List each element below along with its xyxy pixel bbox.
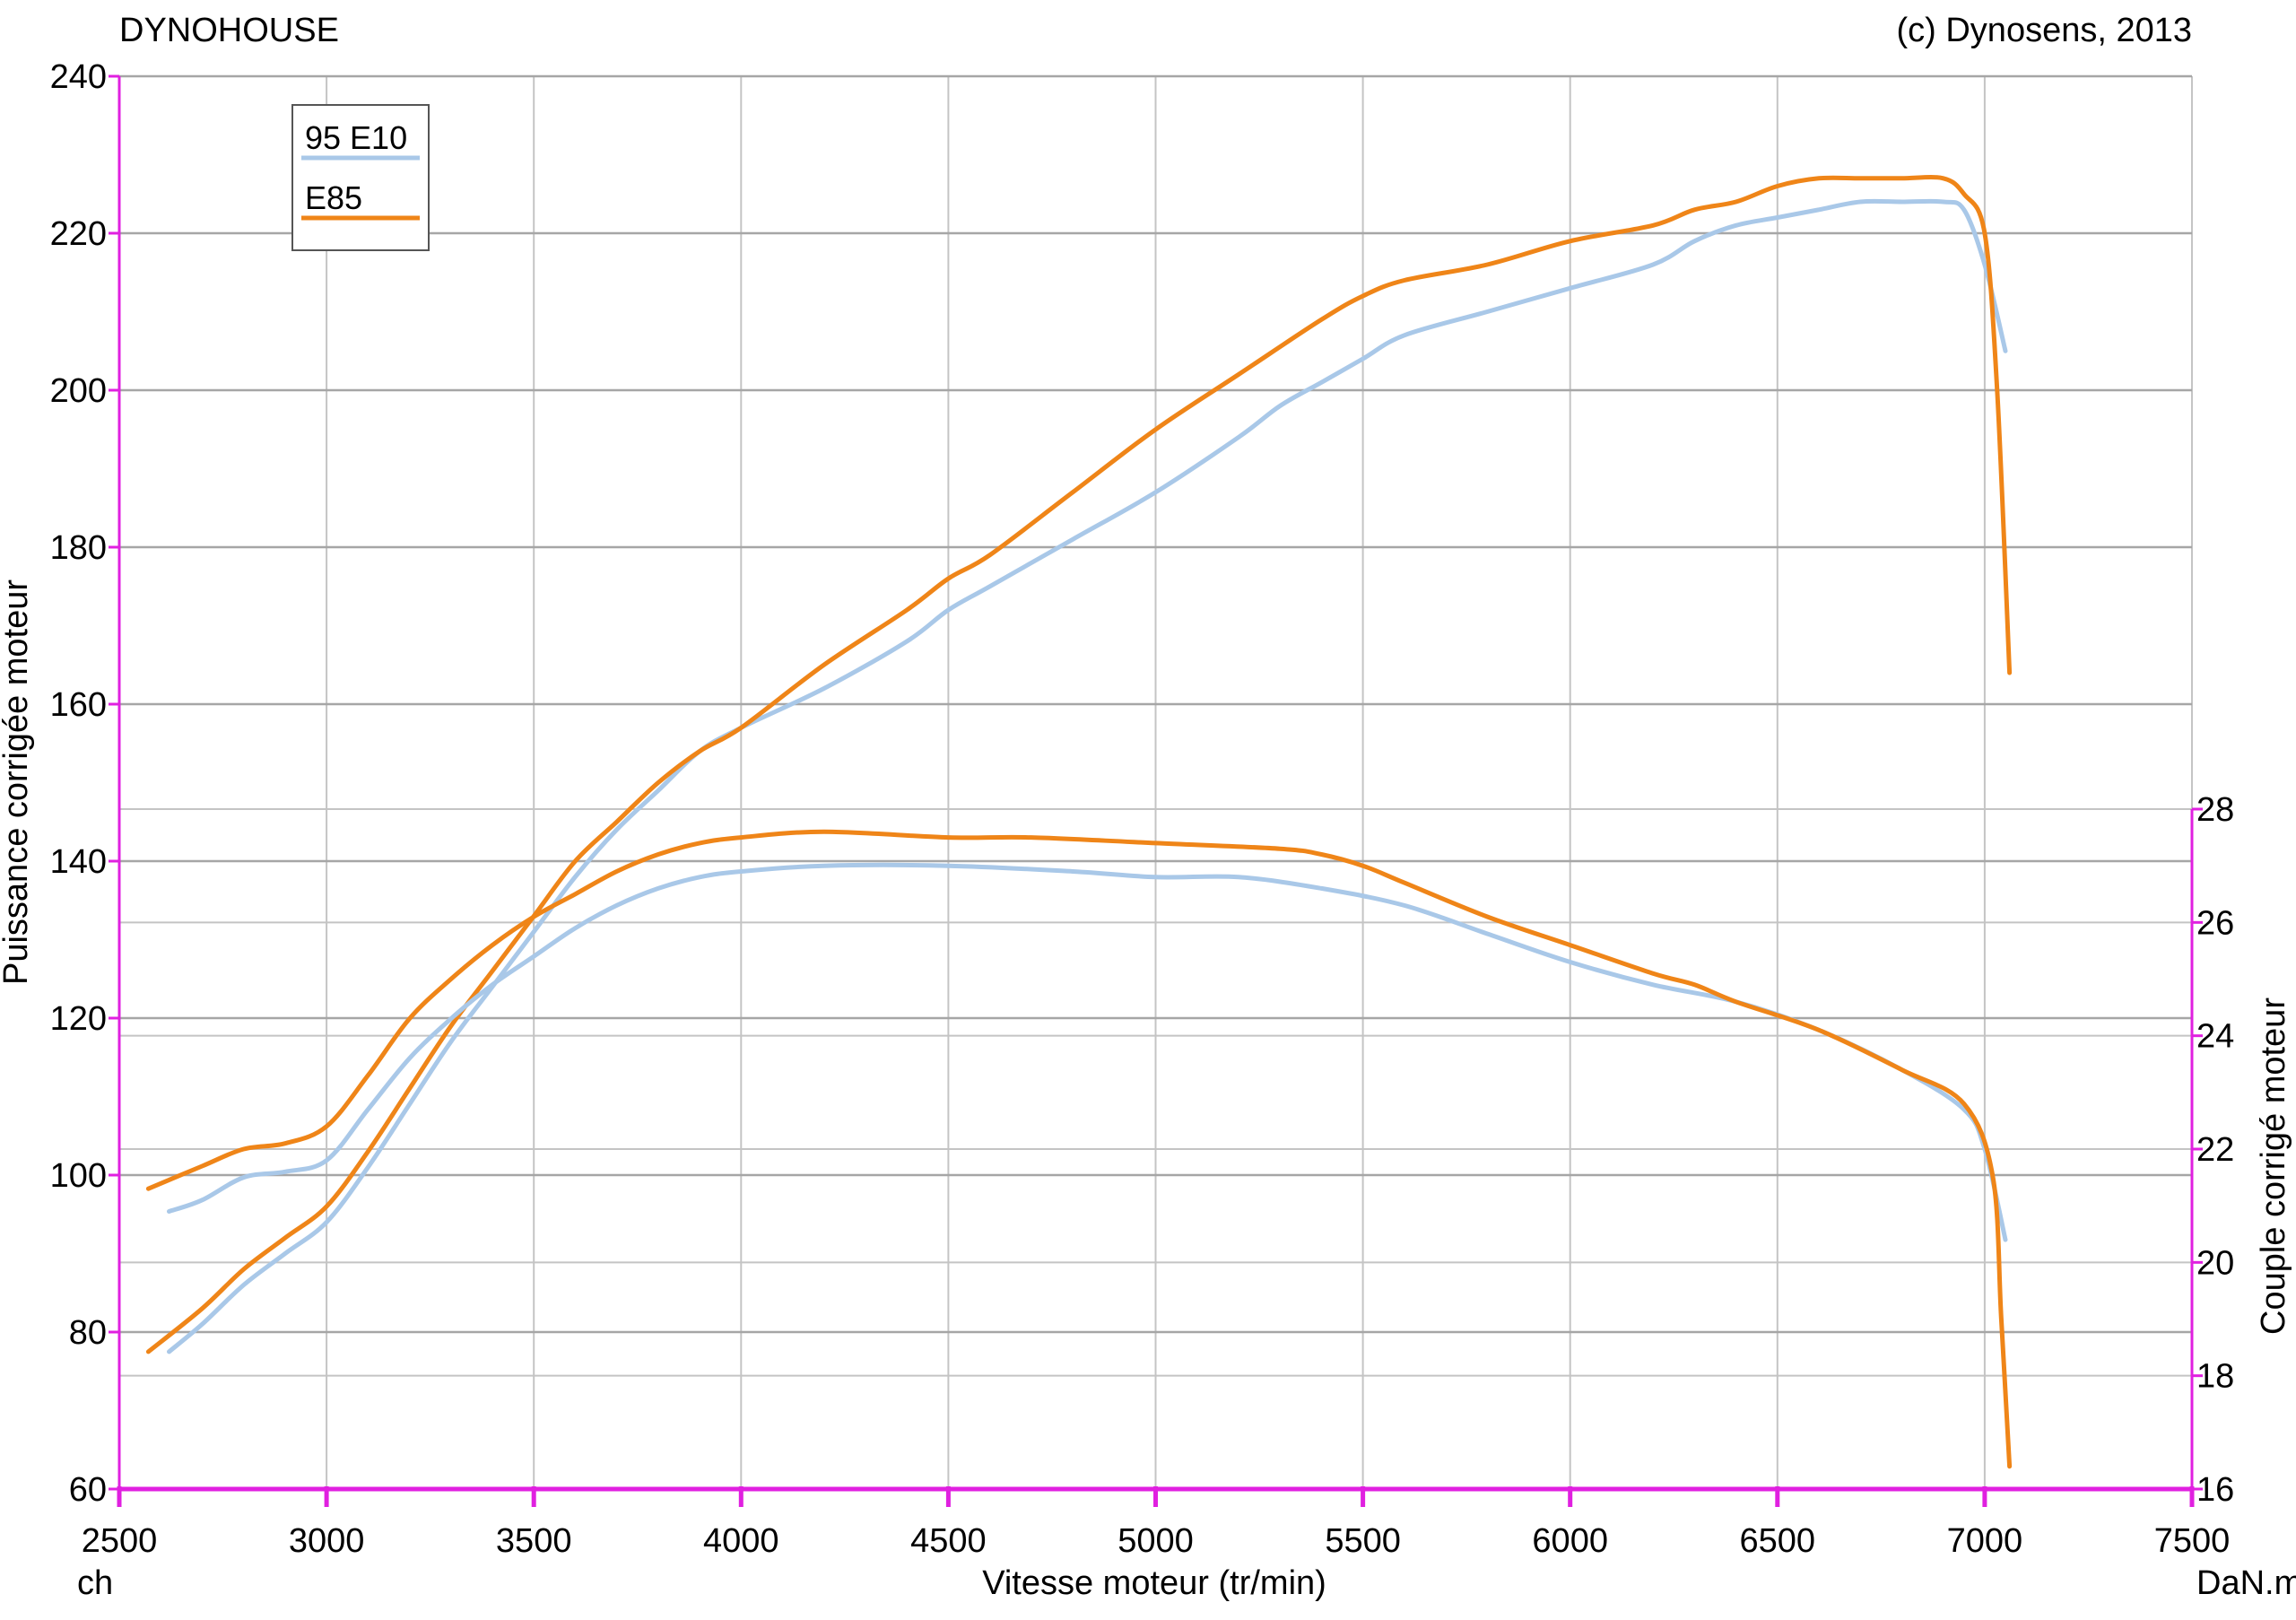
y-axis-right-title: Couple corrigé moteur	[2255, 997, 2292, 1335]
chart-header-right: (c) Dynosens, 2013	[1897, 12, 2193, 49]
x-tick-label-5500: 5500	[1325, 1522, 1401, 1560]
grid-layer	[118, 74, 2193, 1491]
legend-label-95e10: 95 E10	[305, 119, 407, 156]
x-tick-label-5000: 5000	[1118, 1522, 1194, 1560]
tick-label-layer: 2500 3000 3500 4000 4500 5000 5500 6000 6500 7000…	[50, 58, 2235, 1560]
y-left-tick-label-80: 80	[69, 1314, 107, 1352]
y-right-tick-label-16: 16	[2196, 1471, 2234, 1509]
x-tick-label-6000: 6000	[1532, 1522, 1608, 1560]
series-line-torque-e85	[145, 829, 2013, 1469]
x-tick-label-7000: 7000	[1947, 1522, 2023, 1560]
chart-header-left: DYNOHOUSE	[119, 12, 339, 49]
y-right-tick-label-24: 24	[2196, 1018, 2234, 1056]
legend-box	[291, 104, 430, 251]
y-axis-left-title: Puissance corrigée moteur	[0, 579, 35, 985]
x-tick-label-3000: 3000	[289, 1522, 365, 1560]
y-left-tick-label-140: 140	[50, 843, 107, 881]
y-right-tick-label-18: 18	[2196, 1358, 2234, 1396]
x-axis-title: Vitesse moteur (tr/min)	[982, 1564, 1326, 1602]
x-tick-label-2500: 2500	[82, 1522, 158, 1560]
y-left-tick-label-120: 120	[50, 1000, 107, 1038]
y-left-tick-label-180: 180	[50, 529, 107, 567]
y-right-tick-label-20: 20	[2196, 1244, 2234, 1282]
y-left-tick-label-240: 240	[50, 58, 107, 96]
legend: 95 E10 E85	[291, 104, 430, 251]
y-right-tick-label-28: 28	[2196, 791, 2234, 829]
y-right-tick-label-26: 26	[2196, 904, 2234, 942]
series-layer	[145, 174, 2013, 1469]
y-left-tick-label-200: 200	[50, 372, 107, 410]
series-line-power-95e10	[167, 198, 2008, 1354]
x-tick-label-6500: 6500	[1740, 1522, 1816, 1560]
y-right-tick-label-22: 22	[2196, 1131, 2234, 1169]
x-tick-label-3500: 3500	[496, 1522, 572, 1560]
y-left-tick-label-220: 220	[50, 215, 107, 253]
series-line-power-e85	[145, 174, 2013, 1354]
x-tick-label-4000: 4000	[703, 1522, 779, 1560]
y-left-tick-label-60: 60	[69, 1471, 107, 1509]
x-tick-label-4500: 4500	[910, 1522, 987, 1560]
legend-label-e85: E85	[305, 179, 362, 216]
axis-layer	[109, 74, 2203, 1507]
x-tick-label-7500: 7500	[2154, 1522, 2231, 1560]
y-left-tick-label-100: 100	[50, 1157, 107, 1195]
unit-right-label: DaN.m	[2196, 1564, 2296, 1602]
unit-left-label: ch	[77, 1564, 113, 1602]
y-left-tick-label-160: 160	[50, 686, 107, 724]
